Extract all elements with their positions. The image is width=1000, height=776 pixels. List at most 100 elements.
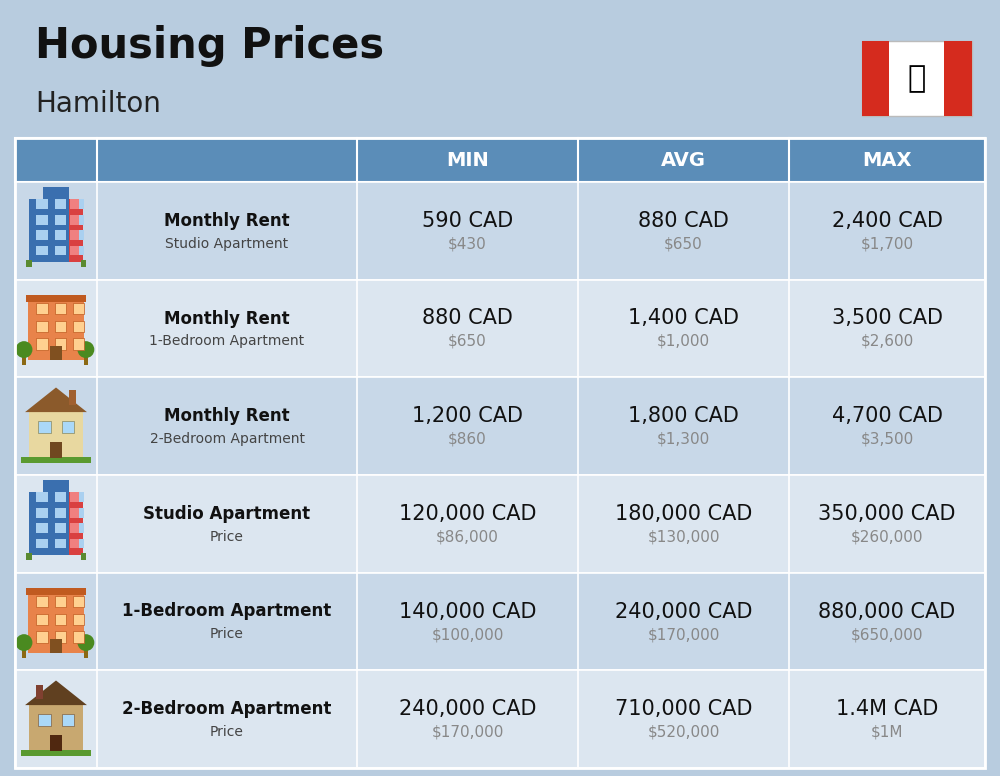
Text: 710,000 CAD: 710,000 CAD [615, 699, 752, 719]
Text: $1,300: $1,300 [657, 431, 710, 447]
Bar [55, 523, 66, 533]
Bar [36, 215, 48, 224]
Bar [36, 492, 48, 502]
Bar [36, 632, 48, 643]
Text: Price: Price [210, 530, 244, 544]
Bar [70, 508, 79, 518]
Text: Monthly Rent: Monthly Rent [164, 407, 290, 425]
Bar [73, 245, 84, 255]
Bar [73, 338, 84, 350]
Bar [36, 685, 43, 699]
Bar [26, 261, 32, 268]
Bar [29, 705, 83, 751]
Bar [73, 523, 84, 533]
Bar [28, 300, 84, 360]
Bar [36, 320, 48, 332]
Text: $3,500: $3,500 [860, 431, 914, 447]
Bar [15, 377, 985, 475]
Bar [73, 320, 84, 332]
Bar [55, 245, 66, 255]
Bar [36, 230, 48, 240]
Bar [73, 614, 84, 625]
Bar [36, 245, 48, 255]
Text: $650: $650 [448, 334, 487, 349]
Bar [15, 573, 985, 670]
Bar [70, 245, 79, 255]
Bar [21, 457, 91, 462]
Text: $1M: $1M [871, 725, 903, 740]
Circle shape [77, 341, 94, 358]
Bar [26, 295, 86, 302]
Bar [55, 215, 66, 224]
Text: $430: $430 [448, 237, 487, 251]
Bar [862, 41, 890, 116]
Text: Price: Price [210, 725, 244, 740]
Bar [73, 230, 84, 240]
Bar [62, 714, 74, 726]
Text: 🍁: 🍁 [908, 64, 926, 93]
Text: MIN: MIN [446, 151, 489, 169]
Text: $170,000: $170,000 [431, 725, 504, 740]
Bar [73, 199, 84, 209]
Text: 880 CAD: 880 CAD [422, 309, 513, 328]
Circle shape [16, 634, 32, 651]
Bar [55, 320, 66, 332]
Text: 120,000 CAD: 120,000 CAD [399, 504, 536, 524]
Bar [43, 186, 69, 199]
Bar [55, 338, 66, 350]
Bar [84, 357, 88, 365]
Bar [22, 650, 26, 658]
Bar [36, 303, 48, 314]
Text: 880 CAD: 880 CAD [638, 211, 729, 230]
Bar [69, 390, 76, 405]
Bar [73, 492, 84, 502]
Bar [70, 215, 79, 224]
Bar [70, 199, 79, 209]
Bar [15, 138, 985, 182]
Bar [15, 475, 985, 573]
Bar [15, 182, 985, 279]
Text: $170,000: $170,000 [647, 627, 720, 642]
Text: 1,400 CAD: 1,400 CAD [628, 309, 739, 328]
Text: 4,700 CAD: 4,700 CAD [832, 406, 943, 426]
Text: Monthly Rent: Monthly Rent [164, 310, 290, 327]
Bar [55, 632, 66, 643]
Text: 1,800 CAD: 1,800 CAD [628, 406, 739, 426]
Polygon shape [25, 387, 87, 412]
Text: $650: $650 [664, 237, 703, 251]
Text: 880,000 CAD: 880,000 CAD [818, 601, 956, 622]
Text: 240,000 CAD: 240,000 CAD [615, 601, 752, 622]
Text: $650,000: $650,000 [851, 627, 923, 642]
Text: 2-Bedroom Apartment: 2-Bedroom Apartment [150, 432, 304, 446]
Bar [15, 670, 985, 768]
Bar [73, 596, 84, 608]
Bar [70, 539, 79, 549]
Text: Monthly Rent: Monthly Rent [164, 212, 290, 230]
Bar [70, 492, 79, 502]
Bar [36, 508, 48, 518]
Bar [29, 199, 83, 262]
Bar [73, 539, 84, 549]
Text: 2,400 CAD: 2,400 CAD [832, 211, 943, 230]
Bar [38, 714, 51, 726]
Bar [81, 261, 86, 268]
Text: 1-Bedroom Apartment: 1-Bedroom Apartment [122, 602, 332, 621]
Bar [862, 41, 972, 116]
Text: Housing Prices: Housing Prices [35, 25, 384, 67]
Bar [84, 650, 88, 658]
Bar [29, 412, 83, 458]
Text: 2-Bedroom Apartment: 2-Bedroom Apartment [122, 700, 332, 718]
Text: MAX: MAX [862, 151, 912, 169]
Text: $130,000: $130,000 [647, 529, 720, 544]
Text: 180,000 CAD: 180,000 CAD [615, 504, 752, 524]
Bar [55, 539, 66, 549]
Bar [55, 199, 66, 209]
Circle shape [16, 341, 32, 358]
Circle shape [77, 634, 94, 651]
Bar [55, 614, 66, 625]
Text: $860: $860 [448, 431, 487, 447]
Text: $86,000: $86,000 [436, 529, 499, 544]
Bar [73, 508, 84, 518]
Bar [36, 614, 48, 625]
Text: $520,000: $520,000 [647, 725, 720, 740]
